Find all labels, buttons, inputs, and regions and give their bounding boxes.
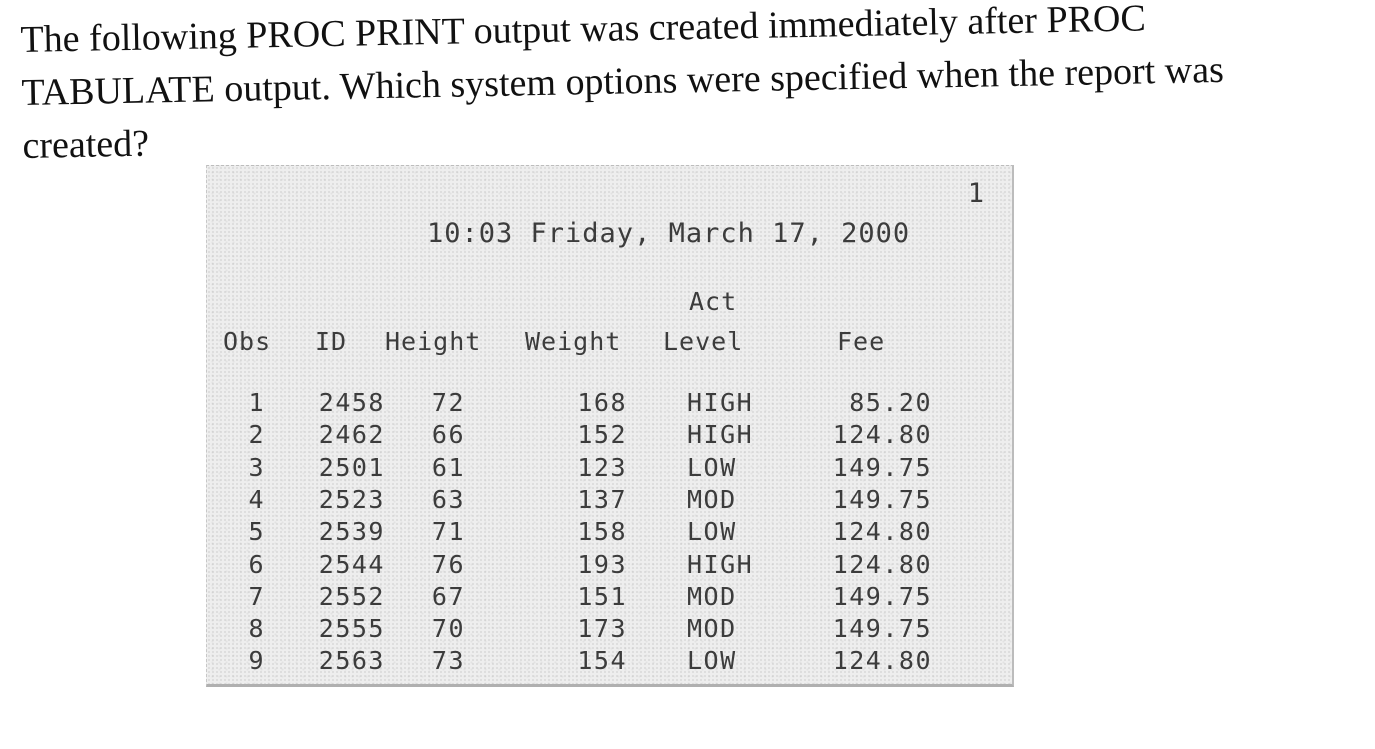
cell-id: 2462 bbox=[318, 420, 385, 450]
column-header-act-top: Act bbox=[689, 287, 738, 316]
cell-fee: 124.80 bbox=[832, 549, 932, 579]
cell-obs: 9 bbox=[248, 646, 265, 676]
cell-height: 63 bbox=[431, 484, 465, 514]
cell-obs: 8 bbox=[248, 614, 265, 644]
cell-id: 2552 bbox=[318, 581, 385, 611]
cell-fee: 149.75 bbox=[832, 452, 932, 482]
cell-weight: 193 bbox=[577, 549, 627, 579]
cell-fee: 124.80 bbox=[832, 517, 932, 547]
cell-id: 2563 bbox=[318, 646, 385, 676]
cell-weight: 154 bbox=[577, 646, 627, 676]
cell-act-level: LOW bbox=[687, 452, 737, 482]
cell-obs: 4 bbox=[248, 484, 265, 514]
cell-height: 67 bbox=[431, 581, 465, 611]
cell-weight: 173 bbox=[577, 614, 627, 644]
column-header-height: Height bbox=[385, 327, 482, 356]
cell-act-level: HIGH bbox=[687, 420, 754, 450]
cell-id: 2544 bbox=[318, 549, 385, 579]
cell-fee: 124.80 bbox=[832, 420, 932, 450]
cell-obs: 1 bbox=[248, 388, 265, 417]
question-text: The following PROC PRINT output was crea… bbox=[20, 0, 1363, 173]
cell-fee: 149.75 bbox=[832, 484, 932, 514]
cell-obs: 6 bbox=[248, 549, 265, 579]
cell-weight: 123 bbox=[577, 452, 627, 482]
cell-height: 73 bbox=[431, 646, 465, 676]
cell-fee: 85.20 bbox=[849, 388, 932, 417]
cell-id: 2539 bbox=[318, 517, 385, 547]
report-timestamp: 10:03 Friday, March 17, 2000 bbox=[427, 218, 911, 249]
proc-print-output: 1 10:03 Friday, March 17, 2000 Obs ID He… bbox=[206, 165, 1014, 687]
cell-weight: 168 bbox=[577, 388, 627, 417]
cell-id: 2523 bbox=[318, 484, 385, 514]
cell-id: 2458 bbox=[318, 388, 385, 417]
cell-fee: 149.75 bbox=[832, 614, 932, 644]
cell-weight: 152 bbox=[577, 420, 627, 450]
cell-fee: 149.75 bbox=[832, 581, 932, 611]
cell-act-level: MOD bbox=[687, 581, 737, 611]
cell-height: 61 bbox=[431, 452, 465, 482]
cell-act-level: HIGH bbox=[687, 549, 754, 579]
cell-height: 66 bbox=[431, 420, 465, 450]
column-header-id: ID bbox=[315, 327, 348, 356]
column-header-obs: Obs bbox=[223, 327, 272, 356]
cell-height: 72 bbox=[431, 388, 465, 417]
cell-act-level: MOD bbox=[687, 614, 737, 644]
cell-height: 76 bbox=[431, 549, 465, 579]
page-number: 1 bbox=[967, 178, 984, 209]
cell-act-level: HIGH bbox=[687, 388, 754, 417]
column-header-act-level: Level bbox=[663, 327, 744, 356]
cell-id: 2501 bbox=[318, 452, 385, 482]
cell-act-level: LOW bbox=[687, 646, 737, 676]
column-header-fee: Fee bbox=[837, 327, 886, 356]
cell-act-level: LOW bbox=[687, 517, 737, 547]
cell-height: 70 bbox=[431, 614, 465, 644]
column-header-weight: Weight bbox=[525, 327, 622, 356]
cell-weight: 151 bbox=[577, 581, 627, 611]
cell-height: 71 bbox=[431, 517, 465, 547]
cell-id: 2555 bbox=[318, 614, 385, 644]
cell-weight: 158 bbox=[577, 517, 627, 547]
cell-weight: 137 bbox=[577, 484, 627, 514]
cell-obs: 2 bbox=[248, 420, 265, 450]
cell-fee: 124.80 bbox=[832, 646, 932, 676]
cell-act-level: MOD bbox=[687, 484, 737, 514]
cell-obs: 5 bbox=[248, 517, 265, 547]
cell-obs: 7 bbox=[248, 581, 265, 611]
cell-obs: 3 bbox=[248, 452, 265, 482]
